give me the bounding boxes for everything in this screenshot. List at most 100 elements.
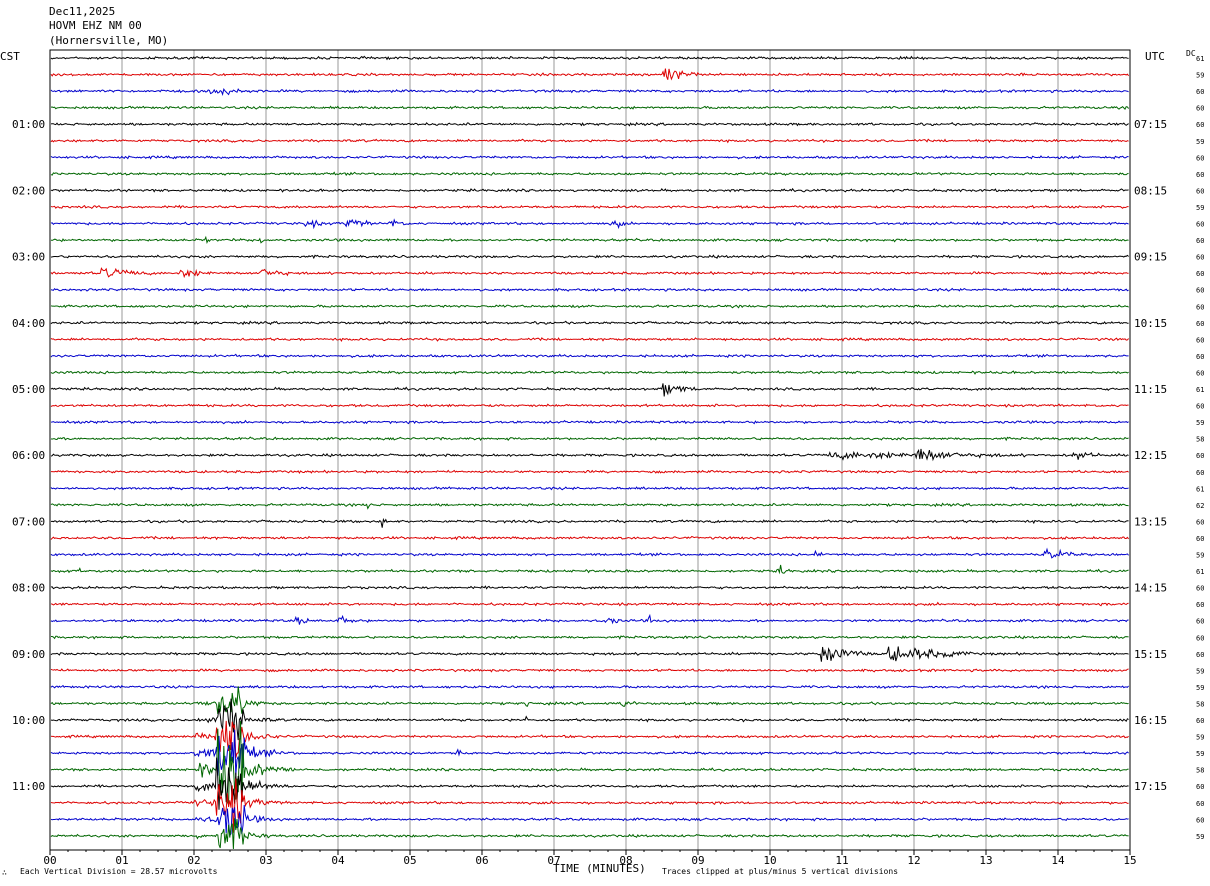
- x-tick-label: 08: [619, 854, 632, 867]
- left-timezone-label: CST: [0, 50, 20, 63]
- dc-offset-label: 61: [1196, 568, 1204, 576]
- right-time-label: 08:15: [1134, 184, 1167, 197]
- x-tick-label: 03: [259, 854, 272, 867]
- right-time-label: 17:15: [1134, 780, 1167, 793]
- dc-offset-label: 60: [1196, 618, 1204, 626]
- seismic-trace: [51, 469, 1129, 475]
- dc-offset-label: 59: [1196, 552, 1204, 560]
- left-time-label: 05:00: [12, 383, 45, 396]
- seismic-trace: [50, 235, 1129, 245]
- dc-offset-label: 60: [1196, 717, 1204, 725]
- seismic-trace: [50, 535, 1129, 541]
- seismic-trace: [50, 121, 1129, 127]
- seismic-trace: [50, 187, 1129, 193]
- right-time-label: 10:15: [1134, 317, 1167, 330]
- dc-offset-label: 58: [1196, 436, 1204, 444]
- seismic-trace: [50, 155, 1129, 160]
- dc-offset-label: 60: [1196, 783, 1204, 791]
- seismic-trace: [50, 370, 1129, 375]
- header-date: Dec11,2025: [49, 5, 116, 18]
- corner-mark: ∴: [2, 868, 7, 877]
- plot-frame: [49, 49, 1131, 851]
- right-time-label: 09:15: [1134, 251, 1167, 264]
- right-timezone-label: UTC: [1145, 50, 1165, 63]
- dc-offset-label: 60: [1196, 816, 1204, 824]
- axis-labels: 01:00 02:00 03:00 04:00 05:00 06:00 07:00 08:00…: [12, 55, 1204, 841]
- x-tick-label: 01: [115, 854, 128, 867]
- left-time-label: 02:00: [12, 184, 45, 197]
- seismic-trace: [50, 757, 1129, 810]
- left-time-label: 03:00: [12, 251, 45, 264]
- header-station: HOVM EHZ NM 00: [49, 19, 142, 32]
- dc-offset-label: 59: [1196, 667, 1204, 675]
- right-time-label: 13:15: [1134, 515, 1167, 528]
- dc-offset-label: 60: [1196, 171, 1204, 179]
- left-time-label: 04:00: [12, 317, 45, 330]
- seismic-trace: [50, 684, 1129, 690]
- left-time-label: 08:00: [12, 582, 45, 595]
- dc-offset-label: 60: [1196, 154, 1204, 162]
- dc-offset-label: 61: [1196, 485, 1204, 493]
- x-tick-label: 14: [1051, 854, 1065, 867]
- left-time-label: 06:00: [12, 449, 45, 462]
- dc-offset-label: 61: [1196, 386, 1204, 394]
- header-location: (Hornersville, MO): [49, 34, 169, 47]
- seismic-trace: [50, 564, 1129, 575]
- minute-grid: [121, 50, 1059, 850]
- seismic-trace: [50, 419, 1129, 425]
- seismic-trace: [50, 818, 1129, 850]
- dc-offset-label: 60: [1196, 254, 1204, 262]
- seismic-trace: [50, 601, 1129, 607]
- left-time-label: 09:00: [12, 648, 45, 661]
- dc-offset-label: 60: [1196, 303, 1204, 311]
- dc-offset-label: 59: [1196, 72, 1204, 80]
- seismic-trace: [50, 171, 1129, 177]
- dc-offset-label: 60: [1196, 369, 1204, 377]
- x-tick-label: 02: [187, 854, 200, 867]
- right-time-label: 14:15: [1134, 582, 1167, 595]
- dc-offset-label: 62: [1196, 502, 1204, 510]
- seismic-trace: [50, 320, 1129, 326]
- dc-offset-label: 60: [1196, 270, 1204, 278]
- dc-offset-label: 58: [1196, 700, 1204, 708]
- right-time-label: 12:15: [1134, 449, 1167, 462]
- seismic-trace: [50, 304, 1129, 309]
- right-time-label: 15:15: [1134, 648, 1167, 661]
- seismic-traces: [50, 55, 1129, 850]
- dc-offset-label: 60: [1196, 403, 1204, 411]
- dc-offset-label: 59: [1196, 833, 1204, 841]
- seismic-trace: [50, 254, 1129, 260]
- x-tick-label: 00: [43, 854, 56, 867]
- dc-offset-label: 59: [1196, 138, 1204, 146]
- dc-offset-label: 60: [1196, 88, 1204, 96]
- seismic-trace: [50, 68, 1129, 81]
- dc-offset-label: 60: [1196, 651, 1204, 659]
- dc-offset-label: 60: [1196, 634, 1204, 642]
- seismic-trace: [50, 383, 1129, 397]
- x-axis-ticks: 00 01 02 03 04 05 06 07 08 09 10 11 12 13 14 15: [43, 850, 1137, 867]
- x-tick-label: 13: [979, 854, 992, 867]
- dc-offset-label: 60: [1196, 320, 1204, 328]
- seismic-trace: [50, 218, 1129, 230]
- x-tick-label: 05: [403, 854, 416, 867]
- left-time-label: 01:00: [12, 118, 45, 131]
- left-time-label: 07:00: [12, 515, 45, 528]
- x-tick-label: 06: [475, 854, 488, 867]
- dc-label: DC: [1186, 49, 1196, 58]
- right-time-label: 11:15: [1134, 383, 1167, 396]
- dc-offset-label: 60: [1196, 221, 1204, 229]
- dc-offset-label: 61: [1196, 55, 1204, 63]
- seismic-trace: [50, 267, 1129, 279]
- clip-note: Traces clipped at plus/minus 5 vertical …: [662, 867, 899, 876]
- right-time-label: 16:15: [1134, 714, 1167, 727]
- seismic-trace: [50, 502, 1129, 510]
- dc-offset-label: 60: [1196, 518, 1204, 526]
- seismic-trace: [50, 804, 1129, 837]
- seismic-trace: [50, 204, 1129, 209]
- seismic-trace: [50, 613, 1129, 625]
- seismic-trace: [50, 448, 1129, 462]
- dc-offset-label: 59: [1196, 734, 1204, 742]
- dc-offset-label: 58: [1196, 767, 1204, 775]
- seismic-trace: [50, 287, 1129, 293]
